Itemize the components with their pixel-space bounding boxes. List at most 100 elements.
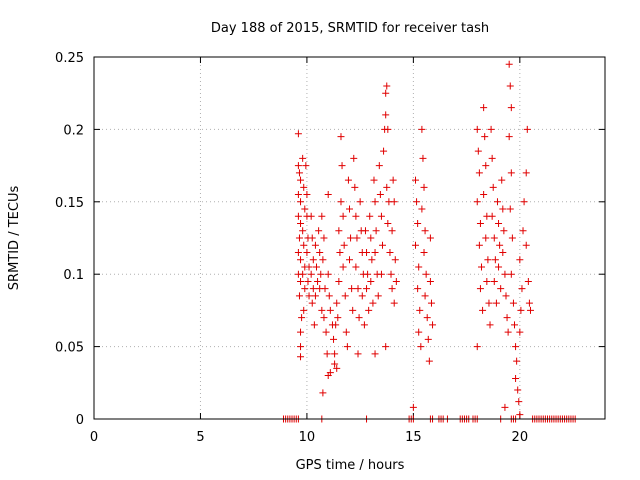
data-point bbox=[351, 183, 359, 191]
data-point bbox=[352, 263, 360, 271]
data-point bbox=[473, 343, 481, 351]
data-point bbox=[319, 256, 327, 264]
x-tick-label: 10 bbox=[299, 430, 316, 445]
data-point bbox=[295, 169, 303, 177]
data-point bbox=[488, 154, 496, 162]
data-point bbox=[368, 256, 376, 264]
data-point bbox=[501, 403, 509, 411]
data-point bbox=[507, 270, 515, 278]
data-point bbox=[480, 104, 488, 112]
data-point bbox=[492, 299, 500, 307]
x-tick-label: 5 bbox=[196, 430, 204, 445]
data-point bbox=[307, 212, 315, 220]
data-point bbox=[414, 285, 422, 293]
data-point bbox=[297, 277, 305, 285]
y-tick-label: 0.15 bbox=[55, 196, 84, 211]
data-point bbox=[508, 234, 516, 242]
data-point bbox=[298, 314, 306, 322]
data-point bbox=[384, 125, 392, 133]
data-point bbox=[418, 125, 426, 133]
data-point bbox=[377, 270, 385, 278]
data-point bbox=[297, 220, 305, 228]
data-point bbox=[524, 277, 532, 285]
data-point bbox=[386, 248, 394, 256]
data-point bbox=[334, 314, 342, 322]
data-points bbox=[279, 60, 579, 423]
data-point bbox=[302, 162, 310, 170]
data-point bbox=[294, 162, 302, 170]
data-point bbox=[516, 411, 524, 419]
data-point bbox=[339, 212, 347, 220]
data-point bbox=[294, 248, 302, 256]
data-point bbox=[371, 248, 379, 256]
data-point bbox=[522, 241, 530, 249]
data-point bbox=[297, 343, 305, 351]
data-point bbox=[392, 277, 400, 285]
data-point bbox=[516, 256, 524, 264]
data-point bbox=[483, 277, 491, 285]
data-point bbox=[523, 125, 531, 133]
data-point bbox=[318, 306, 326, 314]
data-point bbox=[391, 256, 399, 264]
data-point bbox=[354, 285, 362, 293]
data-point bbox=[382, 343, 390, 351]
chart-title: Day 188 of 2015, SRMTID for receiver tas… bbox=[211, 21, 489, 36]
data-point bbox=[314, 277, 322, 285]
data-point bbox=[499, 205, 507, 213]
data-point bbox=[367, 277, 375, 285]
data-point bbox=[353, 234, 361, 242]
data-point bbox=[480, 191, 488, 199]
data-point bbox=[380, 147, 388, 155]
data-point bbox=[375, 162, 383, 170]
data-point bbox=[344, 176, 352, 184]
data-point bbox=[317, 270, 325, 278]
data-point bbox=[474, 147, 482, 155]
data-point bbox=[315, 227, 323, 235]
data-point bbox=[478, 263, 486, 271]
data-point bbox=[325, 292, 333, 300]
data-point bbox=[336, 248, 344, 256]
data-point bbox=[295, 292, 303, 300]
x-tick-label: 15 bbox=[405, 430, 422, 445]
data-point bbox=[419, 154, 427, 162]
data-point bbox=[294, 191, 302, 199]
data-point bbox=[425, 357, 433, 365]
data-point bbox=[506, 205, 514, 213]
data-point bbox=[388, 285, 396, 293]
data-point bbox=[343, 343, 351, 351]
data-point bbox=[301, 285, 309, 293]
data-point bbox=[371, 350, 379, 358]
data-point bbox=[384, 220, 392, 228]
data-point bbox=[358, 292, 366, 300]
data-point bbox=[507, 104, 515, 112]
data-point bbox=[473, 198, 481, 206]
data-point bbox=[322, 328, 330, 336]
data-point bbox=[426, 277, 434, 285]
data-point bbox=[310, 321, 318, 329]
data-point bbox=[482, 234, 490, 242]
data-point bbox=[319, 389, 327, 397]
data-point bbox=[387, 270, 395, 278]
data-point bbox=[312, 263, 320, 271]
data-point bbox=[331, 350, 339, 358]
data-point bbox=[372, 227, 380, 235]
data-point bbox=[337, 133, 345, 141]
data-point bbox=[352, 212, 360, 220]
data-point bbox=[299, 270, 307, 278]
data-point bbox=[363, 285, 371, 293]
data-point bbox=[304, 277, 312, 285]
data-point bbox=[427, 299, 435, 307]
data-point bbox=[473, 125, 481, 133]
data-point bbox=[516, 328, 524, 336]
data-point bbox=[415, 263, 423, 271]
data-point bbox=[365, 306, 373, 314]
data-point bbox=[390, 299, 398, 307]
data-point bbox=[326, 369, 334, 377]
data-point bbox=[423, 314, 431, 322]
data-point bbox=[506, 82, 514, 90]
data-point bbox=[388, 227, 396, 235]
data-point bbox=[297, 256, 305, 264]
data-point bbox=[374, 292, 382, 300]
data-point bbox=[475, 169, 483, 177]
